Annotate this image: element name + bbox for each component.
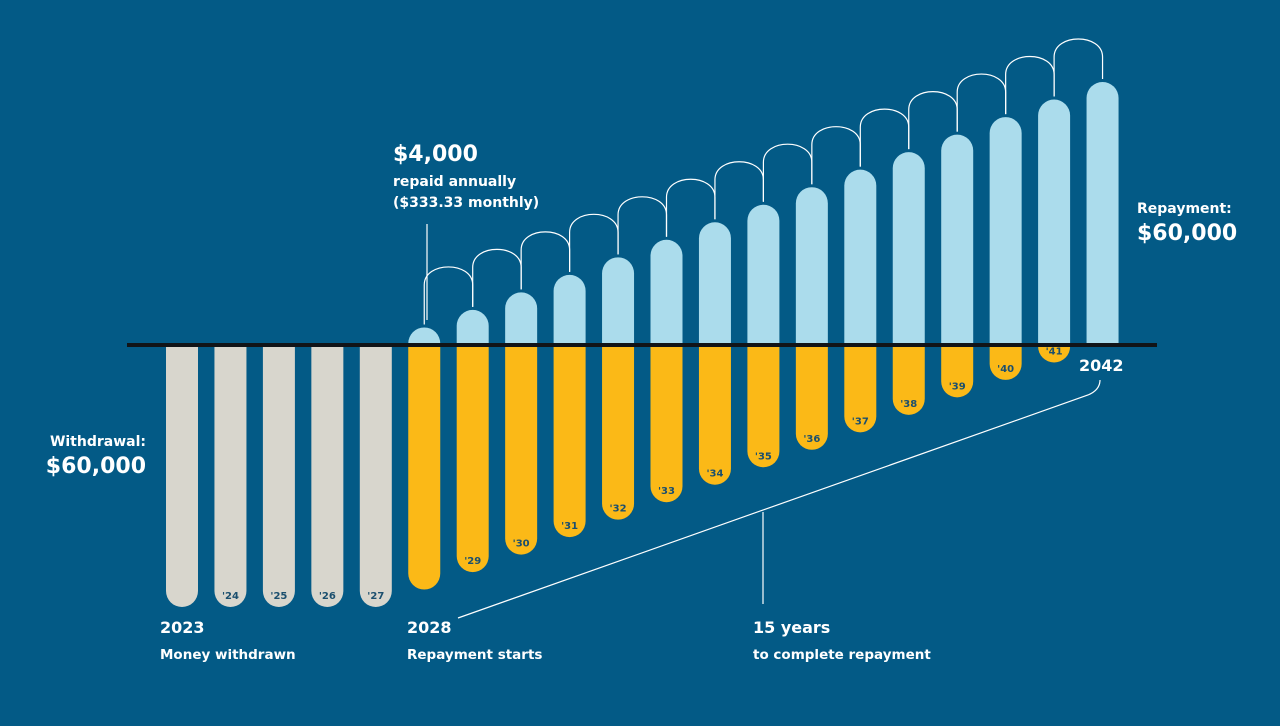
balance-bar-2028 [408, 345, 441, 590]
annual-amount: $4,000 [393, 142, 478, 167]
balance-bar-2039 [941, 345, 974, 398]
tick-label-2037: '37 [852, 416, 869, 427]
tick-label-2027: '27 [367, 591, 384, 602]
balance-bar-2029 [456, 345, 489, 573]
balance-bar-2031 [553, 345, 586, 538]
tick-label-2030: '30 [513, 539, 530, 550]
withdrawal-amount: $60,000 [46, 454, 146, 479]
tick-label-2029: '29 [464, 556, 481, 567]
bars-group [166, 82, 1119, 607]
arcs-group [423, 38, 1104, 325]
balance-bar-2040 [989, 345, 1022, 380]
tick-label-2032: '32 [610, 504, 627, 515]
annual-line1: repaid annually [393, 174, 516, 190]
repayment-amount: $60,000 [1137, 221, 1237, 246]
withdrawal-bar-2025 [262, 345, 295, 607]
repaid-bar-2038 [892, 152, 925, 345]
tick-label-2026: '26 [319, 591, 336, 602]
balance-bar-2030 [505, 345, 538, 555]
tick-label-2033: '33 [658, 486, 675, 497]
repaid-bar-2042 [1086, 82, 1119, 345]
balance-bar-2041 [1038, 345, 1071, 363]
balance-bar-2036 [795, 345, 828, 450]
tick-label-2035: '35 [755, 451, 772, 462]
tick-label-2024: '24 [222, 591, 239, 602]
duration-title: 15 years [753, 618, 830, 637]
start-caption: Money withdrawn [160, 647, 296, 663]
tick-label-2036: '36 [803, 434, 820, 445]
repaid-bar-2030 [505, 292, 538, 345]
repaid-bar-2033 [650, 239, 683, 345]
repaid-bar-2034 [698, 222, 731, 345]
repaid-bar-2029 [456, 309, 489, 345]
repayment-arc-2041 [1053, 38, 1104, 97]
withdrawal-bar-2027 [359, 345, 392, 607]
withdrawal-bar-2024 [214, 345, 247, 607]
repay-start-year-label: 2028 [407, 618, 452, 637]
tick-label-2041: '41 [1046, 346, 1063, 357]
repaid-bar-2028 [408, 327, 441, 345]
repaid-bar-2041 [1038, 99, 1071, 346]
balance-bar-2033 [650, 345, 683, 503]
tick-label-2039: '39 [949, 381, 966, 392]
tick-label-2040: '40 [997, 364, 1014, 375]
repay-start-caption: Repayment starts [407, 647, 542, 663]
balance-bar-2035 [747, 345, 780, 468]
repaid-bar-2031 [553, 274, 586, 345]
balance-bar-2038 [892, 345, 925, 415]
tick-labels-group: '24 '25 '26 '27 '29 '30 '31 '32 '33 '34 '35 '36 '37 '… [222, 346, 1063, 602]
annual-line2: ($333.33 monthly) [393, 195, 539, 211]
repayment-label: Repayment: [1137, 201, 1232, 217]
balance-bar-2037 [844, 345, 877, 433]
tick-label-2025: '25 [270, 591, 287, 602]
repaid-bar-2040 [989, 117, 1022, 345]
end-year-label: 2042 [1079, 356, 1124, 375]
balance-bar-2034 [698, 345, 731, 485]
withdrawal-bar-2023 [166, 345, 198, 607]
tick-label-2038: '38 [900, 399, 917, 410]
repaid-bar-2036 [795, 187, 828, 345]
tick-label-2031: '31 [561, 521, 578, 532]
start-year-label: 2023 [160, 618, 205, 637]
tick-label-2034: '34 [706, 469, 723, 480]
repaid-bar-2032 [602, 257, 635, 345]
repaid-bar-2035 [747, 204, 780, 345]
duration-bracket-line [457, 379, 1101, 619]
repaid-bar-2039 [941, 134, 974, 345]
withdrawal-bar-2026 [311, 345, 344, 607]
repaid-bar-2037 [844, 169, 877, 345]
withdrawal-label: Withdrawal: [50, 434, 146, 450]
duration-caption: to complete repayment [753, 647, 931, 663]
balance-bar-2032 [602, 345, 635, 520]
